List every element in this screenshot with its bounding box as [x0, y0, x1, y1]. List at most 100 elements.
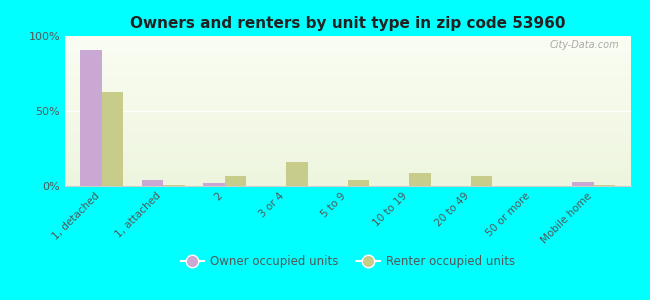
Bar: [65, 49, 630, 50]
Bar: [65, 143, 630, 144]
Bar: [65, 70, 630, 71]
Bar: [65, 184, 630, 185]
Bar: [65, 140, 630, 141]
Bar: [65, 141, 630, 142]
Bar: [286, 162, 308, 186]
Bar: [65, 85, 630, 86]
Bar: [65, 124, 630, 125]
Bar: [65, 137, 630, 138]
Bar: [65, 166, 630, 167]
Bar: [65, 116, 630, 117]
Bar: [65, 107, 630, 108]
Bar: [65, 174, 630, 175]
Bar: [65, 96, 630, 97]
Bar: [65, 150, 630, 151]
Bar: [65, 53, 630, 54]
Bar: [65, 54, 630, 55]
Bar: [81, 50, 102, 186]
Bar: [65, 88, 630, 89]
Bar: [65, 103, 630, 104]
Text: City-Data.com: City-Data.com: [549, 40, 619, 50]
Bar: [65, 100, 630, 101]
Bar: [65, 133, 630, 134]
Bar: [65, 104, 630, 105]
Bar: [593, 184, 615, 186]
Bar: [65, 134, 630, 135]
Bar: [65, 185, 630, 186]
Bar: [65, 50, 630, 51]
Bar: [65, 38, 630, 39]
Bar: [65, 81, 630, 82]
Bar: [65, 51, 630, 52]
Bar: [65, 59, 630, 60]
Bar: [65, 71, 630, 72]
Bar: [65, 155, 630, 156]
Bar: [65, 72, 630, 73]
Bar: [65, 45, 630, 46]
Bar: [65, 179, 630, 180]
Bar: [471, 176, 492, 186]
Bar: [65, 46, 630, 47]
Bar: [65, 105, 630, 106]
Bar: [65, 77, 630, 78]
Bar: [65, 114, 630, 115]
Bar: [65, 158, 630, 159]
Bar: [65, 123, 630, 124]
Bar: [65, 42, 630, 43]
Bar: [65, 131, 630, 132]
Bar: [65, 171, 630, 172]
Bar: [65, 160, 630, 161]
Bar: [65, 106, 630, 107]
Bar: [65, 47, 630, 48]
Bar: [163, 184, 185, 186]
Bar: [65, 90, 630, 91]
Bar: [65, 37, 630, 38]
Bar: [65, 164, 630, 165]
Bar: [65, 89, 630, 90]
Bar: [142, 180, 163, 186]
Bar: [65, 135, 630, 136]
Bar: [65, 163, 630, 164]
Bar: [65, 93, 630, 94]
Bar: [65, 118, 630, 119]
Bar: [65, 183, 630, 184]
Bar: [65, 36, 630, 37]
Bar: [65, 152, 630, 153]
Bar: [65, 55, 630, 56]
Bar: [65, 169, 630, 170]
Bar: [65, 169, 630, 170]
Bar: [65, 165, 630, 166]
Bar: [65, 159, 630, 160]
Bar: [65, 151, 630, 152]
Bar: [65, 138, 630, 139]
Bar: [65, 94, 630, 95]
Bar: [65, 102, 630, 103]
Bar: [65, 100, 630, 101]
Bar: [65, 98, 630, 99]
Bar: [65, 176, 630, 177]
Bar: [65, 57, 630, 58]
Bar: [65, 83, 630, 84]
Bar: [65, 39, 630, 40]
Bar: [65, 144, 630, 145]
Legend: Owner occupied units, Renter occupied units: Owner occupied units, Renter occupied un…: [176, 251, 519, 273]
Bar: [65, 160, 630, 161]
Bar: [65, 128, 630, 129]
Bar: [65, 119, 630, 120]
Bar: [65, 41, 630, 42]
Title: Owners and renters by unit type in zip code 53960: Owners and renters by unit type in zip c…: [130, 16, 566, 31]
Bar: [203, 183, 225, 186]
Bar: [65, 75, 630, 76]
Bar: [65, 115, 630, 116]
Bar: [65, 126, 630, 127]
Bar: [65, 147, 630, 148]
Bar: [65, 181, 630, 182]
Bar: [65, 161, 630, 162]
Bar: [65, 63, 630, 64]
Bar: [65, 101, 630, 102]
Bar: [65, 168, 630, 169]
Bar: [65, 44, 630, 45]
Bar: [65, 121, 630, 122]
Bar: [65, 79, 630, 80]
Bar: [65, 127, 630, 128]
